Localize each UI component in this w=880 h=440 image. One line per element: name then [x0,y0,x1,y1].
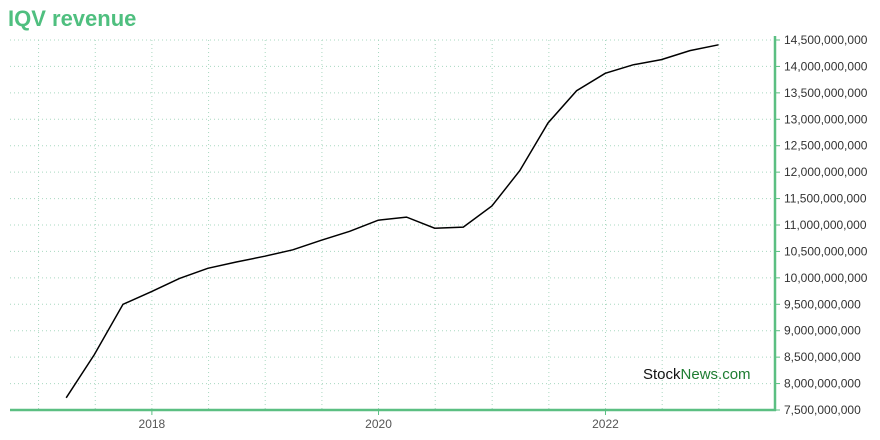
series-line [65,44,719,399]
data-points [65,44,719,399]
chart-title: IQV revenue [8,6,137,31]
y-tick-label: 13,000,000,000 [784,112,868,126]
y-tick-label: 12,500,000,000 [784,139,868,153]
watermark-part2: News.com [680,366,751,383]
y-tick-label: 14,500,000,000 [784,33,868,47]
y-tick-label: 13,500,000,000 [784,86,868,100]
y-tick-label: 9,500,000,000 [784,297,861,311]
y-tick-label: 9,000,000,000 [784,324,861,338]
y-tick-label: 11,000,000,000 [784,218,867,232]
y-tick-label: 11,500,000,000 [784,192,867,206]
y-tick-label: 14,000,000,000 [784,59,868,73]
stocknews-watermark: StockNews.com [643,366,751,383]
x-tick-label: 2020 [365,417,392,431]
y-tick-label: 12,000,000,000 [784,165,868,179]
y-tick-label: 10,500,000,000 [784,244,868,258]
y-tick-label: 8,500,000,000 [784,350,861,364]
x-axis-ticks: 2018 2020 2022 [139,410,619,431]
x-tick-label: 2022 [592,417,619,431]
watermark-part1: Stock [643,366,681,383]
grid-lines [10,39,775,411]
x-tick-label: 2018 [139,417,166,431]
y-axis-ticks: 14,500,000,000 14,000,000,000 13,500,000,0… [775,33,868,417]
y-tick-label: 8,000,000,000 [784,377,861,391]
y-tick-label: 7,500,000,000 [784,403,861,417]
y-tick-label: 10,000,000,000 [784,271,868,285]
